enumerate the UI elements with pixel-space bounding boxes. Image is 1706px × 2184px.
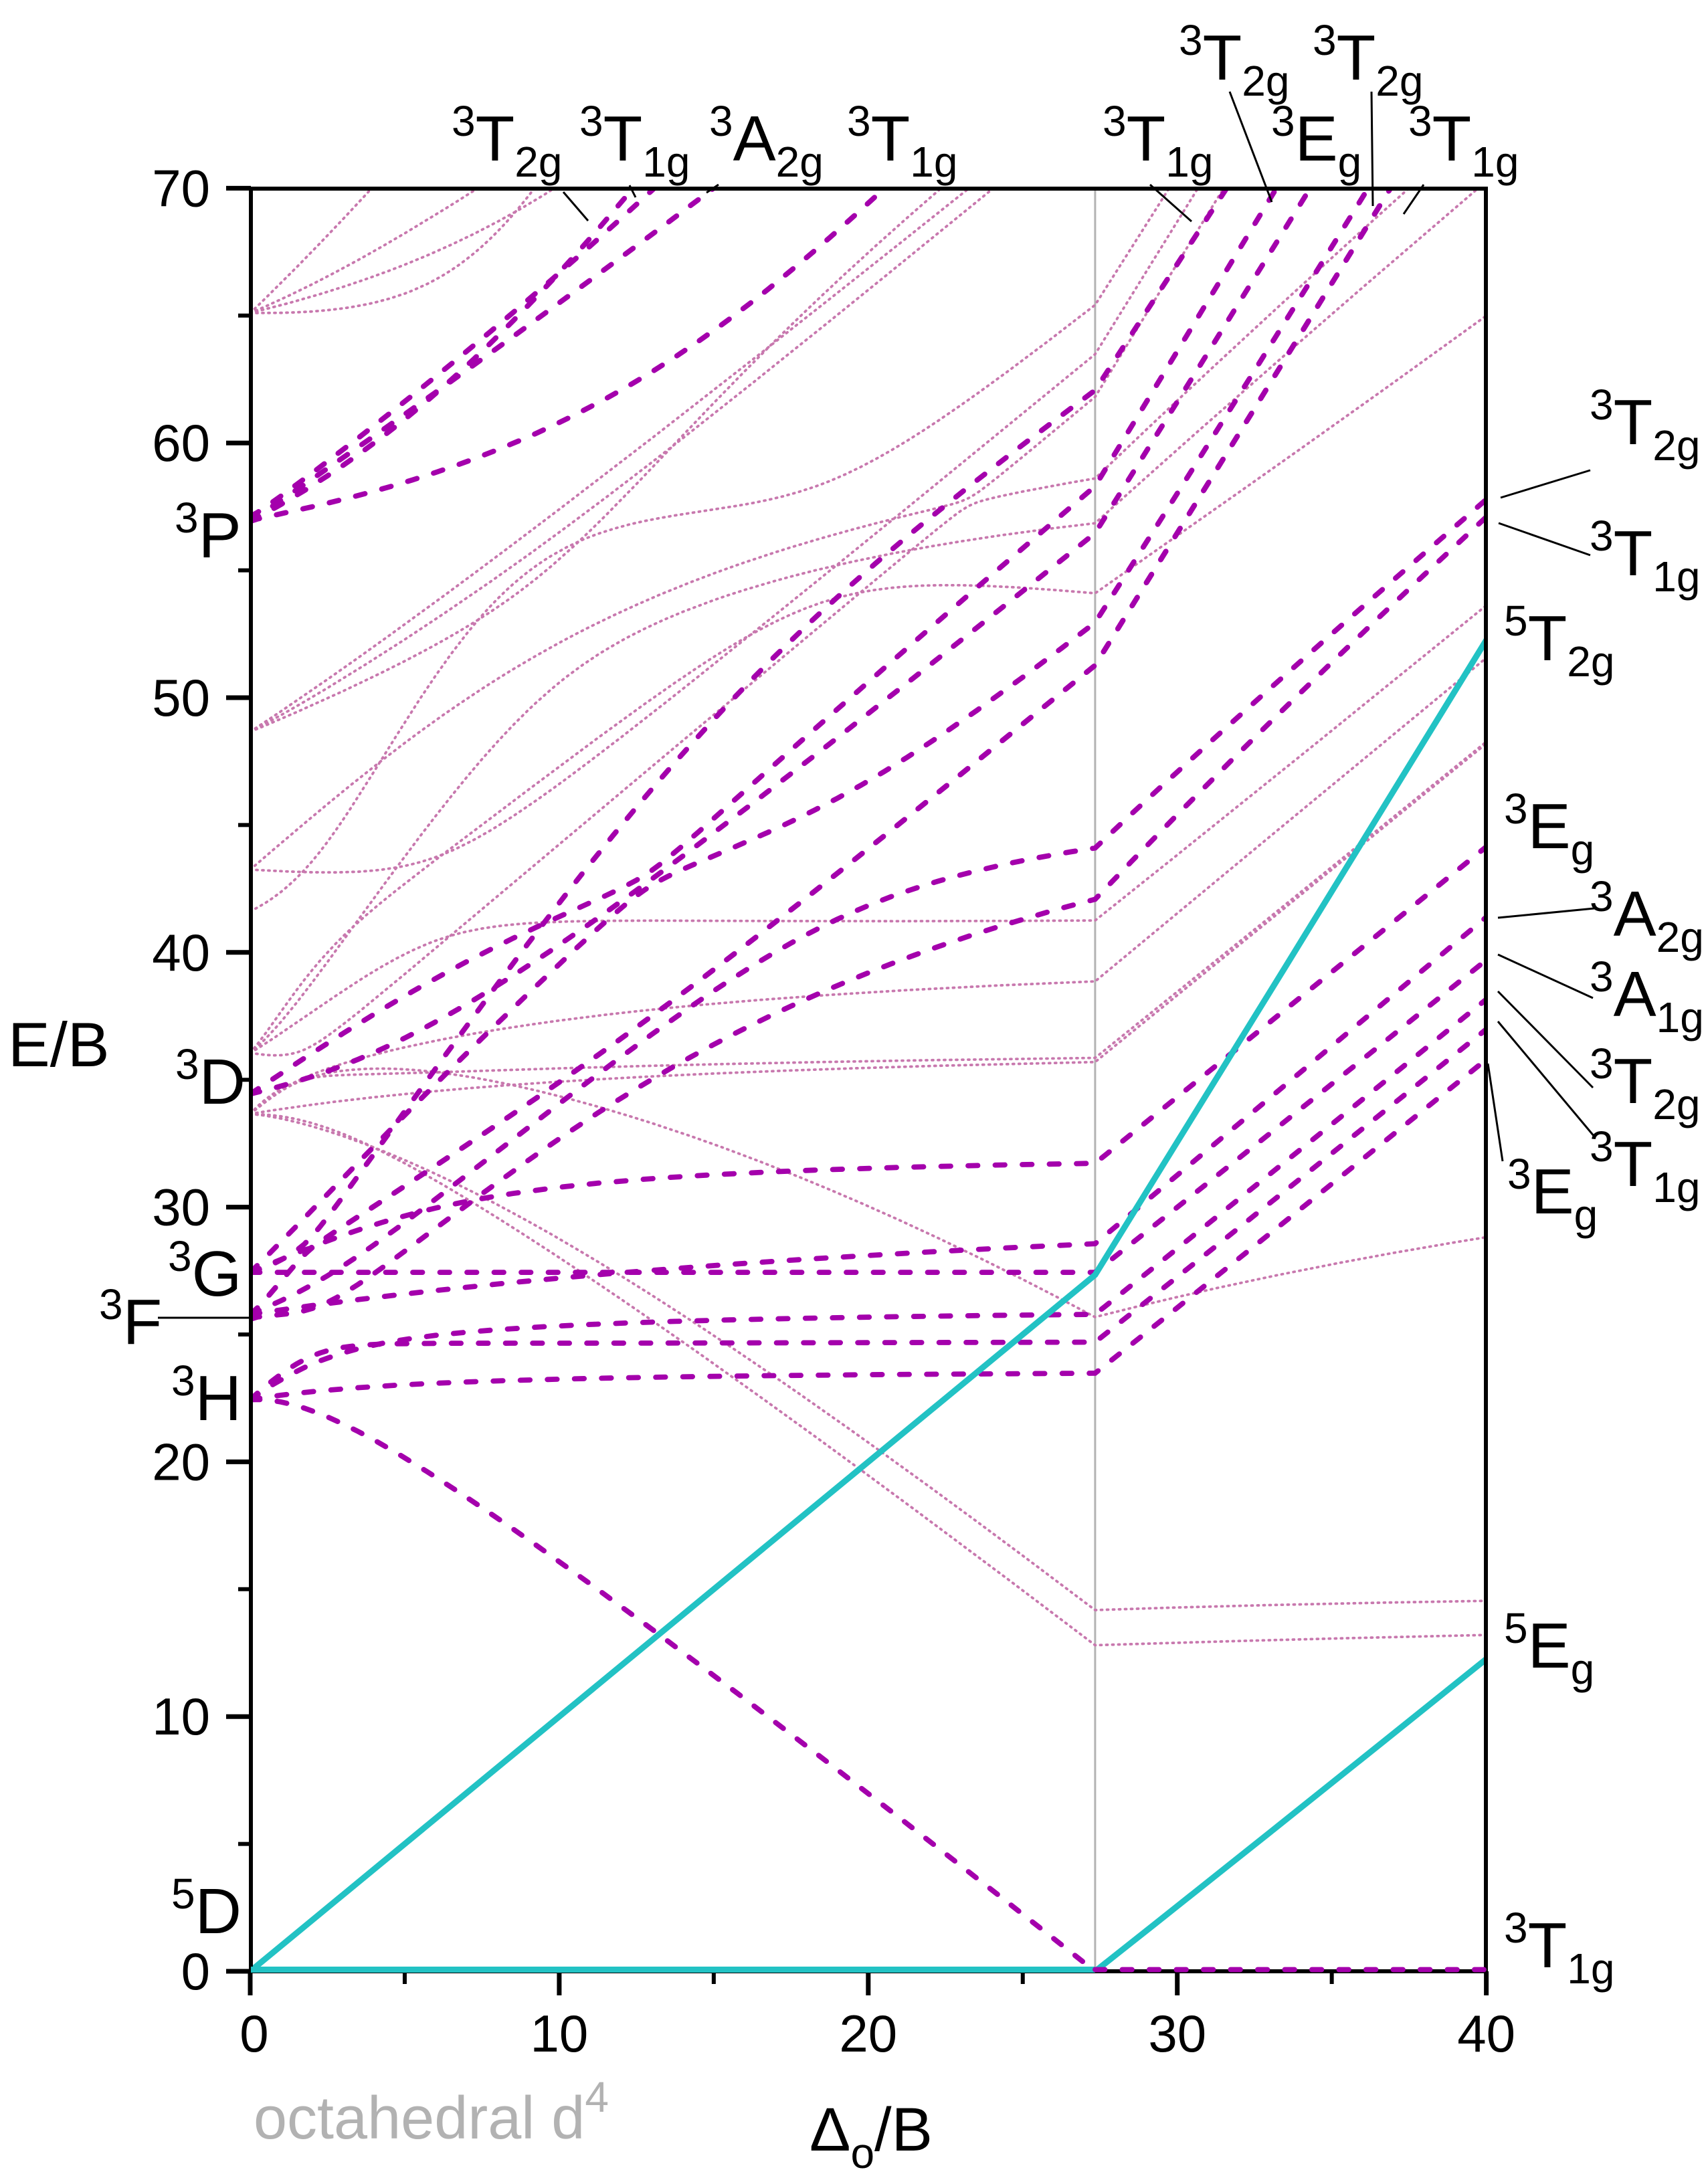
svg-text:3T1g: 3T1g [1103, 97, 1213, 186]
svg-text:3T1g: 3T1g [1408, 97, 1519, 186]
svg-text:5Eg: 5Eg [1504, 1604, 1594, 1693]
svg-text:20: 20 [839, 2004, 897, 2063]
svg-text:3T1g: 3T1g [1504, 1904, 1614, 1993]
svg-text:3A2g: 3A2g [1590, 872, 1704, 961]
svg-text:E/B: E/B [8, 1009, 110, 1080]
svg-text:0: 0 [181, 1942, 210, 2001]
svg-text:3D: 3D [175, 1040, 246, 1118]
svg-text:3H: 3H [171, 1357, 242, 1434]
svg-text:3T1g: 3T1g [1590, 1122, 1700, 1211]
svg-text:3F: 3F [99, 1280, 162, 1358]
svg-text:3G: 3G [168, 1232, 242, 1310]
svg-text:3T1g: 3T1g [579, 97, 690, 186]
svg-text:3T1g: 3T1g [1590, 512, 1700, 601]
svg-text:30: 30 [1148, 2004, 1206, 2063]
svg-text:30: 30 [152, 1178, 210, 1237]
svg-text:3T2g: 3T2g [452, 97, 562, 186]
svg-text:3A2g: 3A2g [709, 97, 824, 186]
svg-text:3A1g: 3A1g [1590, 953, 1704, 1041]
svg-text:3P: 3P [175, 494, 242, 571]
svg-text:0: 0 [240, 2004, 268, 2063]
svg-text:3T2g: 3T2g [1179, 16, 1289, 105]
svg-text:10: 10 [152, 1687, 210, 1746]
svg-text:3Eg: 3Eg [1271, 97, 1361, 186]
svg-text:3T1g: 3T1g [847, 97, 957, 186]
svg-text:octahedral d4: octahedral d4 [254, 2073, 609, 2152]
svg-text:40: 40 [152, 923, 210, 982]
svg-text:20: 20 [152, 1432, 210, 1491]
svg-text:5T2g: 5T2g [1504, 597, 1614, 686]
svg-text:60: 60 [152, 413, 210, 472]
svg-text:3Eg: 3Eg [1507, 1150, 1598, 1239]
svg-text:40: 40 [1457, 2004, 1515, 2063]
svg-text:10: 10 [531, 2004, 589, 2063]
svg-text:50: 50 [152, 668, 210, 727]
svg-text:3T2g: 3T2g [1590, 381, 1700, 470]
svg-text:3T2g: 3T2g [1590, 1039, 1700, 1128]
svg-text:3Eg: 3Eg [1504, 785, 1594, 874]
svg-text:70: 70 [152, 159, 210, 217]
svg-text:3T2g: 3T2g [1313, 16, 1423, 105]
svg-text:5D: 5D [171, 1870, 242, 1947]
